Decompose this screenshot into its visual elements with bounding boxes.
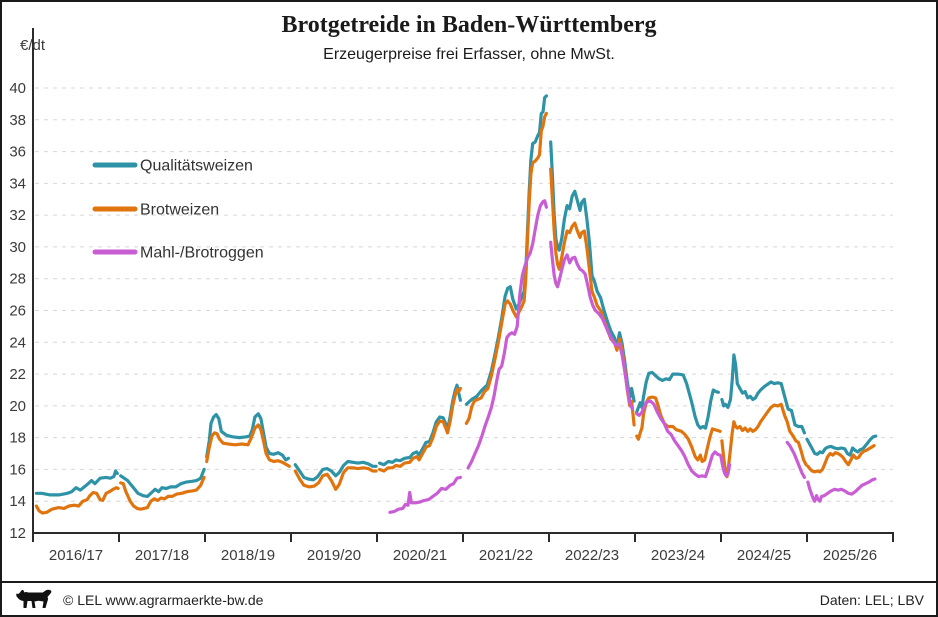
- series-2: [388, 199, 877, 514]
- series-line-2-segment-5: [785, 440, 807, 479]
- footer-bar: © LEL www.agrarmaerkte-bw.de Daten: LEL;…: [0, 581, 938, 617]
- series-line-2-segment-6: [806, 477, 877, 503]
- legend-item-1: Brotweizen: [92, 202, 219, 219]
- x-tick-label-7: 2023/24: [651, 547, 705, 564]
- y-tick-label-24: 24: [9, 334, 26, 351]
- series-line-0-segment-3: [293, 459, 378, 482]
- y-tick-label-18: 18: [9, 430, 26, 447]
- legend-label-1: Brotweizen: [140, 202, 219, 219]
- x-tick-label-6: 2022/23: [565, 547, 619, 564]
- series-line-2-segment-0: [388, 475, 462, 514]
- x-tick-label-9: 2025/26: [823, 547, 877, 564]
- bw-lion-icon: [16, 589, 52, 608]
- y-tick-label-28: 28: [9, 271, 26, 288]
- series-line-0-segment-7: [635, 370, 721, 430]
- legend-item-0: Qualitätsweizen: [92, 158, 253, 175]
- series-line-2-segment-1: [466, 199, 549, 470]
- series-line-0-segment-6: [549, 140, 636, 403]
- series-line-0-segment-1: [119, 467, 206, 498]
- chart-subtitle: Erzeugerpreise frei Erfasser, ohne MwSt.: [323, 46, 615, 63]
- series-line-1-segment-5: [464, 111, 549, 425]
- series-line-1-segment-0: [34, 486, 120, 515]
- legend-label-0: Qualitätsweizen: [140, 158, 253, 175]
- page-title: Brotgetreide in Baden-Württemberg: [281, 12, 657, 38]
- series-line-1-segment-1: [119, 475, 206, 511]
- x-tick-label-4: 2020/21: [393, 547, 447, 564]
- data-source-text: Daten: LEL; LBV: [819, 592, 924, 608]
- series-line-0-segment-0: [34, 469, 119, 497]
- y-axis-unit-label: €/dt: [20, 37, 46, 54]
- x-tick-label-1: 2017/18: [135, 547, 189, 564]
- y-tick-label-16: 16: [9, 461, 26, 478]
- series-line-0-segment-9: [805, 434, 878, 457]
- y-tick-label-40: 40: [9, 80, 26, 97]
- series-line-1-segment-6: [549, 167, 636, 427]
- y-tick-label-32: 32: [9, 207, 26, 224]
- copyright-text: © LEL www.agrarmaerkte-bw.de: [63, 592, 264, 608]
- x-tick-label-3: 2019/20: [307, 547, 361, 564]
- series-line-1-segment-8: [720, 402, 808, 479]
- series-0: [34, 94, 878, 498]
- y-tick-label-36: 36: [9, 144, 26, 161]
- series-line-1-segment-4: [378, 386, 462, 473]
- y-tick-label-26: 26: [9, 303, 26, 320]
- series-line-1-segment-3: [293, 466, 378, 491]
- series-line-2-segment-4: [719, 455, 732, 478]
- y-tick-label-30: 30: [9, 239, 26, 256]
- series-line-1-segment-7: [635, 395, 722, 464]
- x-tick-label-0: 2016/17: [49, 547, 103, 564]
- legend-label-2: Mahl-/Brotroggen: [140, 245, 264, 262]
- x-tick-label-8: 2024/25: [737, 547, 791, 564]
- series-1: [34, 111, 876, 515]
- footer-branding: © LEL www.agrarmaerkte-bw.de: [14, 588, 263, 612]
- price-line-chart: 2016/17 2017/18 2018/19 2019/20 2020/21 2021/…: [9, 28, 894, 564]
- series-line-2-segment-3: [635, 399, 722, 479]
- x-tick-label-5: 2021/22: [479, 547, 533, 564]
- series-line-0-segment-2: [205, 412, 290, 462]
- y-tick-label-22: 22: [9, 366, 26, 383]
- legend-item-2: Mahl-/Brotroggen: [92, 245, 264, 262]
- series-line-0-segment-5: [464, 94, 549, 406]
- x-tick-label-2: 2018/19: [221, 547, 275, 564]
- y-tick-label-38: 38: [9, 112, 26, 129]
- y-tick-label-12: 12: [9, 525, 26, 542]
- series-line-1-segment-9: [806, 444, 876, 474]
- series-line-0-segment-8: [720, 353, 807, 435]
- series-line-1-segment-2: [205, 423, 291, 468]
- series-line-2-segment-2: [549, 240, 635, 411]
- y-tick-label-34: 34: [9, 175, 26, 192]
- y-tick-label-20: 20: [9, 398, 26, 415]
- y-tick-label-14: 14: [9, 493, 26, 510]
